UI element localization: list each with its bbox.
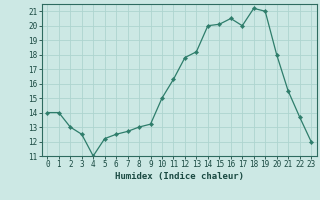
X-axis label: Humidex (Indice chaleur): Humidex (Indice chaleur) [115,172,244,181]
